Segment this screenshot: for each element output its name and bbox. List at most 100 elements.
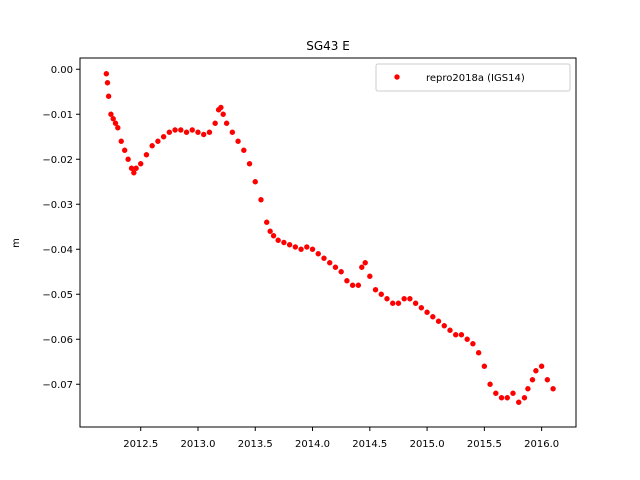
x-tick-label: 2013.0 <box>180 439 215 450</box>
data-point <box>178 127 184 133</box>
legend-marker-repro2018a <box>394 74 400 80</box>
data-point <box>304 244 310 250</box>
data-point <box>298 246 304 252</box>
data-point <box>155 138 161 144</box>
data-point <box>447 327 453 333</box>
data-point <box>235 138 241 144</box>
data-point <box>359 264 365 270</box>
data-point <box>267 228 273 234</box>
data-point <box>252 179 258 185</box>
data-point <box>112 120 119 126</box>
x-tick-label: 2016.0 <box>524 439 559 450</box>
data-point <box>143 152 150 158</box>
data-point <box>206 129 213 135</box>
data-point <box>401 296 407 302</box>
data-point <box>121 147 128 153</box>
x-axis-ticks: 2012.5 2013.0 2013.5 2014.0 2014.5 2015.0 2015… <box>123 427 559 450</box>
data-point <box>264 219 270 225</box>
data-point <box>270 233 277 239</box>
data-point <box>538 363 545 369</box>
data-point <box>183 129 190 135</box>
data-point <box>110 116 116 122</box>
data-point <box>529 377 536 383</box>
data-point <box>160 134 167 140</box>
data-point <box>104 80 111 86</box>
data-point <box>487 381 493 387</box>
legend-label-repro2018a: repro2018a (IGS14) <box>426 73 525 84</box>
data-point <box>309 246 316 252</box>
data-point <box>355 282 362 288</box>
data-point <box>525 386 531 392</box>
data-point <box>475 350 482 356</box>
data-point <box>395 300 402 306</box>
data-point <box>464 336 470 342</box>
data-point <box>424 309 430 315</box>
data-point <box>195 129 201 135</box>
y-axis-label: m <box>11 238 22 248</box>
data-point <box>315 251 321 257</box>
data-point <box>220 111 226 117</box>
data-point <box>223 120 230 126</box>
data-point <box>103 71 110 77</box>
data-point <box>292 244 299 250</box>
y-tick-label: −0.05 <box>42 290 73 301</box>
data-point <box>133 165 139 171</box>
data-point <box>544 377 551 383</box>
x-tick-label: 2015.5 <box>467 439 502 450</box>
data-point <box>115 125 121 131</box>
data-point <box>470 341 476 347</box>
data-point <box>372 287 379 293</box>
data-point <box>131 170 137 176</box>
data-point <box>430 314 436 320</box>
data-point <box>258 197 264 203</box>
x-tick-label: 2015.0 <box>410 439 445 450</box>
data-point <box>338 269 344 275</box>
data-point <box>138 161 144 167</box>
data-point <box>246 161 253 167</box>
data-point <box>453 332 459 338</box>
legend: repro2018a (IGS14) <box>375 63 571 92</box>
y-tick-label: −0.04 <box>42 245 73 256</box>
data-point <box>498 395 505 401</box>
y-tick-label: −0.03 <box>42 200 73 211</box>
chart-title: SG43 E <box>306 39 350 53</box>
x-tick-label: 2014.0 <box>295 439 330 450</box>
data-point <box>362 260 368 266</box>
x-tick-label: 2013.5 <box>238 439 273 450</box>
data-point <box>241 147 247 153</box>
data-point <box>212 120 218 126</box>
y-tick-label: −0.02 <box>42 155 73 166</box>
data-point <box>550 386 556 392</box>
data-point <box>189 127 195 133</box>
data-point <box>327 260 333 266</box>
data-point <box>332 264 339 270</box>
data-point <box>412 300 419 306</box>
y-tick-label: −0.07 <box>42 380 73 391</box>
data-point <box>275 237 281 243</box>
x-tick-label: 2014.5 <box>352 439 387 450</box>
data-point <box>435 318 442 324</box>
data-point <box>390 300 396 306</box>
data-point <box>118 138 124 144</box>
data-point <box>418 305 425 311</box>
y-tick-label: −0.06 <box>42 335 73 346</box>
data-point <box>493 390 499 396</box>
legend-box <box>375 63 571 92</box>
data-point <box>125 156 131 162</box>
data-point <box>407 296 413 302</box>
data-point <box>286 242 293 248</box>
y-tick-label: −0.01 <box>42 110 73 121</box>
data-point <box>201 131 207 138</box>
data-point <box>521 395 528 401</box>
data-point <box>533 368 539 374</box>
data-point <box>481 363 488 369</box>
data-point <box>128 165 135 171</box>
data-point <box>510 390 516 396</box>
data-point <box>384 296 390 302</box>
data-point <box>378 291 384 297</box>
plot-frame <box>79 57 577 428</box>
data-point <box>281 239 287 246</box>
data-point <box>172 127 178 133</box>
data-point <box>441 323 447 329</box>
data-point <box>504 395 510 401</box>
